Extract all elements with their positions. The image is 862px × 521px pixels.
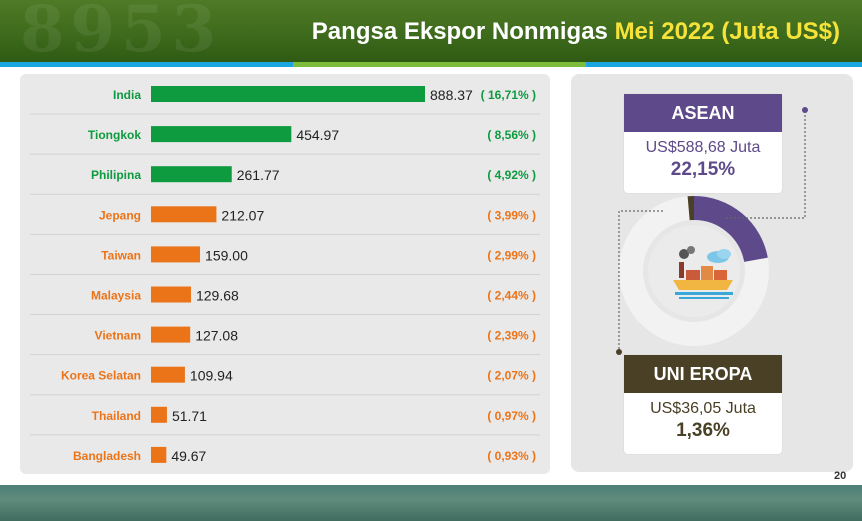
footer-strip: [0, 485, 862, 521]
bar: [151, 86, 425, 102]
share-label: ( 2,39% ): [487, 329, 536, 343]
header-banner: 8953 Pangsa Ekspor Nonmigas Mei 2022 (Ju…: [0, 0, 862, 67]
page-number: 20: [834, 470, 847, 482]
category-label: India: [113, 88, 141, 102]
asean-connector-dot: [802, 107, 808, 113]
title-main: Pangsa Ekspor Nonmigas: [311, 18, 608, 45]
share-label: ( 3,99% ): [487, 208, 536, 222]
value-label: 454.97: [296, 127, 339, 143]
share-label: ( 0,97% ): [487, 409, 536, 423]
bar: [151, 126, 292, 143]
bar: [151, 206, 217, 223]
value-label: 888.37: [430, 87, 473, 103]
share-label: ( 2,44% ): [487, 289, 536, 303]
title-unit: (Juta US$): [721, 18, 840, 45]
eu-title: UNI EROPA: [624, 355, 782, 393]
category-label: Korea Selatan: [61, 369, 141, 383]
share-label: ( 2,07% ): [487, 369, 536, 383]
category-label: Malaysia: [91, 289, 141, 303]
asean-share: 22,15%: [670, 159, 736, 180]
bar: [151, 166, 232, 183]
title-highlight: Mei 2022: [614, 18, 715, 45]
category-label: Tiongkok: [88, 128, 141, 142]
category-label: Jepang: [99, 208, 141, 222]
region-donut: [616, 107, 808, 355]
value-label: 129.68: [196, 288, 239, 304]
share-label: ( 8,56% ): [487, 128, 536, 142]
eu-card: UNI EROPA US$36,05 Juta 1,36%: [624, 355, 782, 454]
value-label: 127.08: [195, 328, 238, 344]
page-title: Pangsa Ekspor Nonmigas Mei 2022 (Juta US…: [312, 18, 840, 46]
bar: [151, 326, 191, 343]
bar: [151, 366, 185, 383]
value-label: 261.77: [237, 167, 280, 183]
asean-title: ASEAN: [624, 94, 782, 132]
value-label: 51.71: [172, 408, 207, 424]
share-label: ( 0,93% ): [487, 449, 536, 463]
value-label: 109.94: [190, 368, 233, 384]
category-label: Thailand: [92, 409, 141, 423]
category-label: Taiwan: [101, 248, 141, 262]
category-label: Philipina: [91, 168, 141, 182]
eu-value: US$36,05 Juta: [650, 400, 756, 417]
share-label: ( 4,92% ): [487, 168, 536, 182]
share-label: ( 2,99% ): [487, 248, 536, 262]
eu-connector-dot: [616, 349, 622, 355]
value-label: 49.67: [171, 448, 206, 464]
bar: [151, 406, 167, 423]
category-label: Bangladesh: [73, 449, 141, 463]
category-label: Vietnam: [95, 329, 141, 343]
eu-connector: [618, 210, 663, 352]
factory-ship-icon: [673, 246, 733, 299]
eu-share: 1,36%: [676, 420, 730, 441]
bar: [151, 246, 201, 263]
header-decoration: 8953: [20, 0, 223, 67]
share-label: ( 16,71% ): [481, 88, 536, 102]
bar: [151, 446, 167, 463]
value-label: 212.07: [221, 207, 264, 223]
asean-segment: [693, 196, 768, 263]
bar: [151, 286, 191, 303]
value-label: 159.00: [205, 247, 248, 263]
bar-chart: India 888.37 ( 16,71% ) Tiongkok 454.97 ( 8,5…: [30, 86, 540, 464]
asean-value: US$588,68 Juta: [645, 139, 761, 156]
header-stripe: [0, 62, 862, 67]
asean-card: ASEAN US$588,68 Juta 22,15%: [624, 94, 782, 193]
